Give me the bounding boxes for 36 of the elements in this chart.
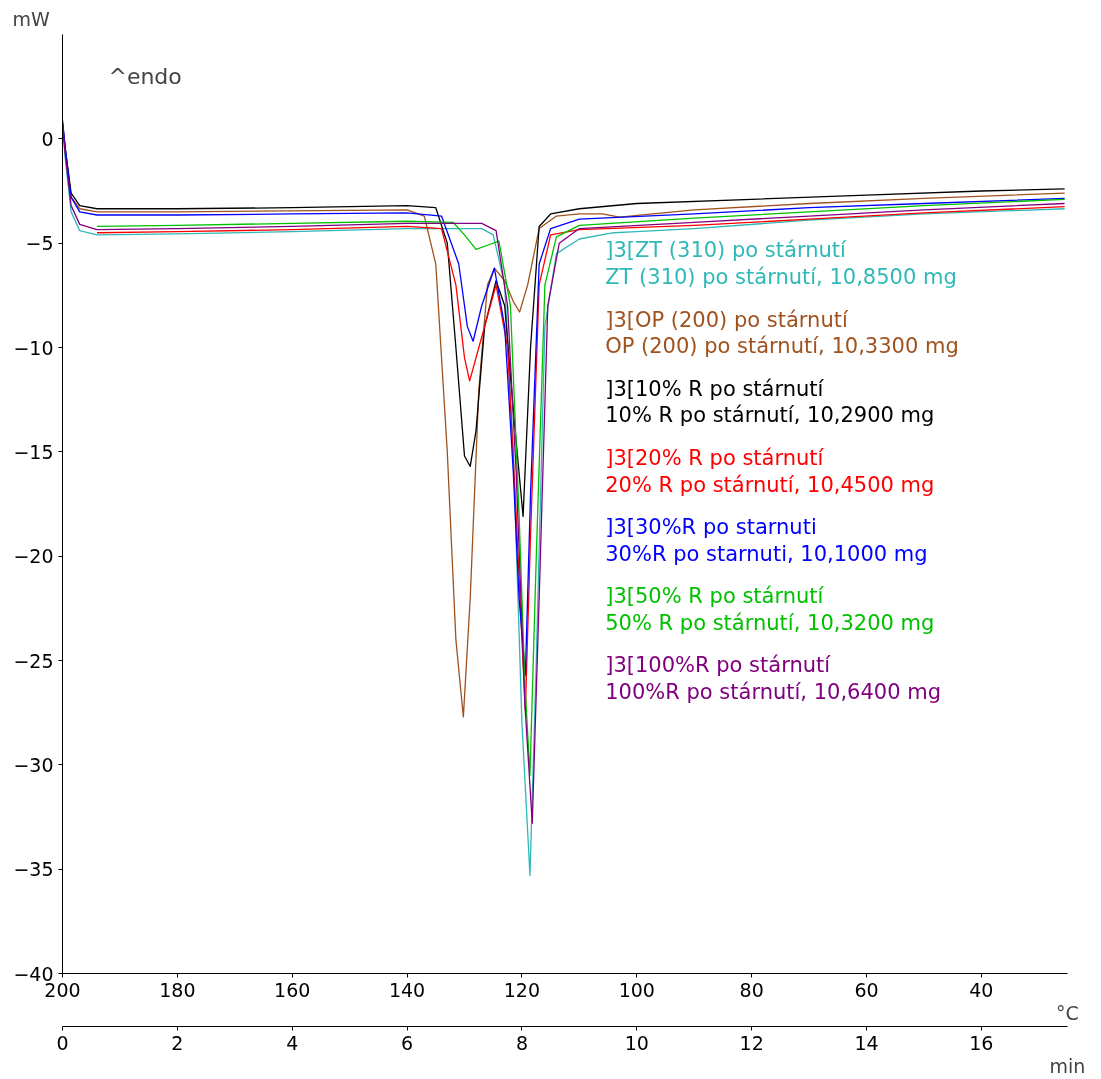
y-tick-label: −30 — [13, 753, 54, 776]
text: ]3[20% R po stárnutí 20% R po stárnutí, 10,4500 mg — [605, 445, 935, 497]
x2-tick-label: 160 — [274, 978, 311, 1001]
text: ]3[10% R po stárnutí 10% R po stárnutí, 10,2900 mg — [605, 376, 935, 428]
text: ]3[100%R po stárnutí 100%R po stárnutí, 10,6400 mg — [605, 653, 942, 704]
x-tick-label: 6 — [401, 1031, 414, 1054]
x2-axis-title: °C — [1056, 1001, 1079, 1024]
x2-tick-label: 120 — [503, 978, 541, 1001]
y-axis-title: mW — [12, 7, 51, 30]
x-tick-label: 8 — [515, 1031, 528, 1054]
x2-tick-label: 180 — [159, 978, 196, 1001]
y-tick-label: −15 — [13, 440, 54, 463]
x-tick-label: 0 — [56, 1031, 69, 1054]
annotation: ^endo — [108, 63, 182, 89]
y-tick-label: −5 — [25, 232, 54, 255]
x-axis-title: min — [1049, 1054, 1086, 1077]
x-tick-label: 4 — [286, 1031, 299, 1054]
x2-tick-label: 40 — [969, 978, 994, 1001]
x-tick-label: 12 — [739, 1031, 764, 1054]
y-tick-label: −10 — [13, 336, 54, 359]
x2-tick-label: 140 — [388, 978, 426, 1001]
text: ]3[30%R po starnuti 30%R po starnuti, 10,1000 mg — [605, 514, 928, 566]
x-tick-label: 16 — [969, 1031, 994, 1054]
y-tick-label: 0 — [41, 127, 54, 150]
y-tick-label: −35 — [13, 858, 54, 881]
x-tick-label: 10 — [624, 1031, 649, 1054]
x2-tick-label: 60 — [854, 978, 879, 1001]
x2-tick-label: 100 — [618, 978, 655, 1001]
x2-tick-label: 80 — [739, 978, 764, 1001]
x-tick-label: 14 — [854, 1031, 879, 1054]
y-tick-label: −25 — [13, 649, 54, 672]
x-tick-label: 2 — [171, 1031, 184, 1054]
text: ]3[50% R po stárnutí 50% R po stárnutí, 10,3200 mg — [605, 584, 935, 635]
text: ]3[OP (200) po stárnutí OP (200) po stárnutí, 10,3300 mg — [605, 307, 959, 359]
series-label: ]3[ZT (310) po stárnutí ZT (310) po stárnutí, 10,8500 mg — [605, 238, 957, 290]
y-tick-label: −20 — [13, 545, 54, 568]
